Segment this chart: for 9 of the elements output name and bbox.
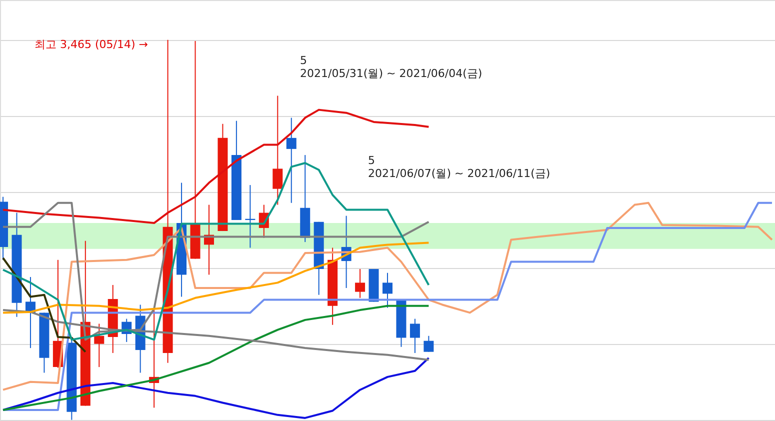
annotation: 최고 3,465 (05/14) →	[34, 38, 148, 51]
candlestick	[355, 268, 366, 298]
candlestick	[382, 272, 392, 308]
candlestick	[410, 318, 420, 354]
candlestick	[424, 335, 434, 352]
candlestick	[286, 117, 296, 204]
candlestick	[94, 323, 104, 368]
annotation: 5 2021/05/31(월) ~ 2021/06/04(금)	[300, 54, 482, 80]
annotation: 5 2021/06/07(월) ~ 2021/06/11(금)	[368, 154, 550, 180]
